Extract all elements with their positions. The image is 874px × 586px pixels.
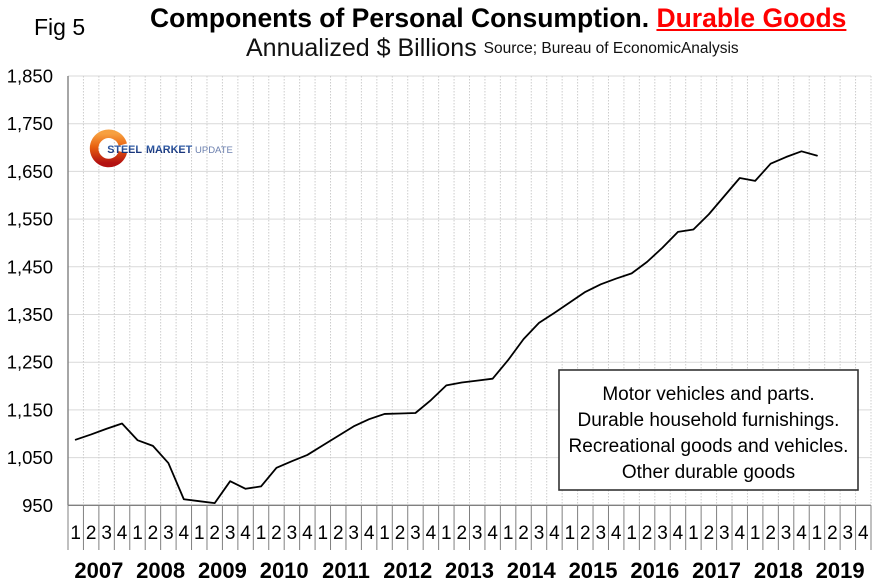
svg-text:1,150: 1,150 <box>7 399 53 420</box>
svg-text:2015: 2015 <box>569 558 618 583</box>
svg-text:2008: 2008 <box>136 558 185 583</box>
svg-text:4: 4 <box>673 523 684 544</box>
svg-text:UPDATE: UPDATE <box>195 145 233 156</box>
svg-text:4: 4 <box>858 523 869 544</box>
svg-text:Other durable goods: Other durable goods <box>622 462 795 483</box>
svg-text:3: 3 <box>719 523 730 544</box>
svg-text:2010: 2010 <box>260 558 309 583</box>
svg-text:3: 3 <box>472 523 483 544</box>
svg-text:2: 2 <box>148 523 159 544</box>
svg-text:2: 2 <box>765 523 776 544</box>
svg-text:1: 1 <box>750 523 761 544</box>
svg-text:1: 1 <box>318 523 329 544</box>
svg-text:4: 4 <box>796 523 807 544</box>
svg-text:1: 1 <box>503 523 514 544</box>
svg-text:Durable household furnishings.: Durable household furnishings. <box>578 410 840 431</box>
svg-text:STEEL: STEEL <box>107 144 142 156</box>
svg-text:2007: 2007 <box>74 558 123 583</box>
svg-text:3: 3 <box>534 523 545 544</box>
svg-text:1: 1 <box>441 523 452 544</box>
svg-text:2: 2 <box>456 523 467 544</box>
svg-text:Recreational goods and vehicle: Recreational goods and vehicles. <box>569 436 849 457</box>
svg-text:2: 2 <box>518 523 529 544</box>
svg-text:1,850: 1,850 <box>7 66 53 87</box>
svg-text:3: 3 <box>101 523 112 544</box>
svg-text:4: 4 <box>426 523 437 544</box>
svg-text:3: 3 <box>348 523 359 544</box>
svg-text:2: 2 <box>827 523 838 544</box>
svg-text:1: 1 <box>379 523 390 544</box>
svg-text:2009: 2009 <box>198 558 247 583</box>
svg-text:2: 2 <box>395 523 406 544</box>
svg-text:4: 4 <box>734 523 745 544</box>
svg-text:3: 3 <box>595 523 606 544</box>
svg-text:3: 3 <box>843 523 854 544</box>
svg-text:1: 1 <box>688 523 699 544</box>
svg-text:1: 1 <box>70 523 81 544</box>
svg-text:2: 2 <box>271 523 282 544</box>
svg-text:1: 1 <box>256 523 267 544</box>
svg-text:2014: 2014 <box>507 558 557 583</box>
svg-text:1,650: 1,650 <box>7 161 53 182</box>
svg-text:4: 4 <box>611 523 622 544</box>
svg-text:2018: 2018 <box>754 558 803 583</box>
svg-text:2: 2 <box>580 523 591 544</box>
svg-text:2019: 2019 <box>816 558 865 583</box>
svg-text:MARKET: MARKET <box>146 144 193 156</box>
svg-text:4: 4 <box>302 523 313 544</box>
svg-text:4: 4 <box>549 523 560 544</box>
svg-text:Motor vehicles and parts.: Motor vehicles and parts. <box>602 384 814 405</box>
svg-text:3: 3 <box>657 523 668 544</box>
svg-text:2: 2 <box>704 523 715 544</box>
svg-text:2: 2 <box>86 523 97 544</box>
svg-text:1: 1 <box>565 523 576 544</box>
svg-text:4: 4 <box>487 523 498 544</box>
svg-text:2: 2 <box>333 523 344 544</box>
svg-text:1: 1 <box>812 523 823 544</box>
svg-text:2013: 2013 <box>445 558 494 583</box>
svg-text:1: 1 <box>194 523 205 544</box>
svg-text:4: 4 <box>364 523 375 544</box>
svg-text:1: 1 <box>132 523 143 544</box>
svg-text:3: 3 <box>781 523 792 544</box>
svg-text:1,350: 1,350 <box>7 304 53 325</box>
svg-text:3: 3 <box>287 523 298 544</box>
svg-text:3: 3 <box>410 523 421 544</box>
svg-text:2016: 2016 <box>630 558 679 583</box>
svg-text:2011: 2011 <box>322 558 370 583</box>
svg-text:2: 2 <box>642 523 653 544</box>
svg-text:4: 4 <box>117 523 128 544</box>
svg-text:2017: 2017 <box>692 558 741 583</box>
svg-text:4: 4 <box>240 523 251 544</box>
svg-text:2: 2 <box>209 523 220 544</box>
svg-text:3: 3 <box>225 523 236 544</box>
svg-text:1,750: 1,750 <box>7 113 53 134</box>
svg-text:1,550: 1,550 <box>7 209 53 230</box>
svg-text:3: 3 <box>163 523 174 544</box>
svg-text:1,450: 1,450 <box>7 256 53 277</box>
svg-text:2012: 2012 <box>383 558 432 583</box>
svg-text:950: 950 <box>22 495 53 516</box>
svg-text:1: 1 <box>626 523 637 544</box>
svg-text:1,050: 1,050 <box>7 447 53 468</box>
svg-text:1,250: 1,250 <box>7 352 53 373</box>
svg-text:4: 4 <box>179 523 190 544</box>
